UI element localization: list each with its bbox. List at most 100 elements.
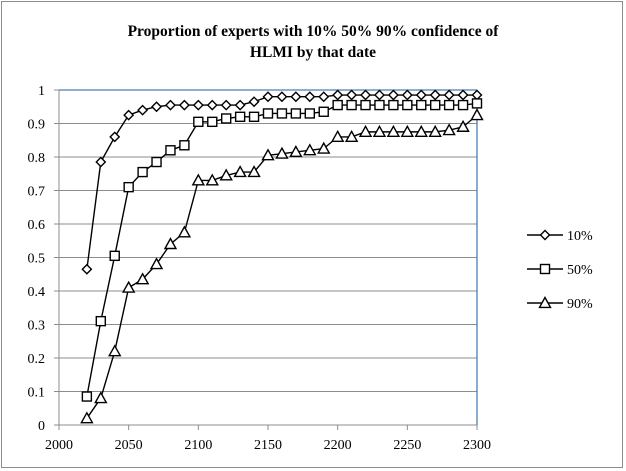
x-tick-label: 2250 [393,438,421,453]
series-triangle [80,108,484,424]
data-point-triangle [344,129,359,143]
gridlines [59,89,478,425]
data-point-triangle [456,119,470,132]
data-point-diamond [123,109,135,121]
data-point-square [471,98,483,109]
data-point-square [457,99,469,111]
data-point-square [123,181,134,193]
legend-label: 10% [567,229,593,244]
x-tick-label: 2300 [463,438,491,453]
data-point-square [388,99,399,111]
x-tick-label: 2150 [254,438,282,453]
data-point-square [193,116,204,128]
data-point-diamond [95,156,107,168]
y-tick-label: 0.6 [28,218,46,233]
series-line [86,114,478,419]
y-tick-label: 0.9 [28,118,46,133]
legend-marker-triangle [538,296,552,309]
data-point-triangle [470,108,484,121]
data-point-triangle [303,143,317,156]
data-point-triangle [219,168,233,181]
series-square [81,98,483,402]
legend-item: 10% [527,229,593,244]
data-point-triangle [414,124,428,137]
data-point-diamond [318,91,330,103]
data-point-square [109,250,120,262]
y-tick-label: 0 [38,419,45,434]
chart-title-line-1: Proportion of experts with 10% 50% 90% c… [128,23,500,40]
x-tick-label: 2000 [45,438,73,453]
y-tick-label: 0.8 [28,151,46,166]
data-point-diamond [443,89,455,101]
data-point-triangle [275,146,289,159]
data-point-square [207,116,218,128]
data-point-triangle [94,391,108,404]
x-tick-label: 2050 [115,438,143,453]
data-point-square [95,315,107,327]
data-point-square [262,108,274,119]
data-point-diamond [151,101,163,113]
data-point-triangle [261,148,275,161]
x-tick-label: 2100 [184,438,212,453]
data-point-square [374,99,385,111]
data-point-square [443,99,455,111]
data-point-diamond [178,99,190,111]
data-point-diamond [290,91,302,103]
data-point-triangle [191,173,206,186]
data-point-square [165,145,176,156]
data-point-diamond [387,89,399,101]
data-point-diamond [206,99,218,111]
legend-marker-diamond [539,229,551,241]
data-point-square [346,99,357,111]
data-point-square [290,108,302,119]
y-tick-label: 0.4 [28,285,46,300]
data-point-triangle [135,272,150,285]
data-point-square [318,106,329,117]
data-point-diamond [220,99,232,111]
data-point-square [430,99,441,111]
data-point-diamond [137,104,149,116]
data-point-square [151,156,162,168]
data-point-square [220,113,232,124]
y-tick-label: 0.1 [28,386,46,401]
data-point-square [81,391,93,402]
data-point-triangle [80,411,94,424]
data-point-diamond [304,91,316,103]
data-point-diamond [332,89,344,101]
data-point-square [360,99,371,111]
data-point-triangle [108,344,122,357]
data-point-diamond [248,96,260,108]
data-point-diamond [262,91,274,103]
data-point-triangle [330,129,345,143]
data-point-triangle [233,165,247,178]
data-point-diamond [401,89,413,101]
y-tick-label: 0.3 [28,319,46,334]
y-tick-label: 0.2 [28,352,46,367]
data-point-square [416,99,427,111]
legend-item: 90% [527,296,593,312]
legend: 10% 50% 90% [527,229,593,312]
y-tick-label: 0.7 [28,185,46,200]
data-point-diamond [457,89,469,101]
series-group [80,89,484,424]
data-point-diamond [164,99,176,111]
y-tick-label: 1 [38,84,45,99]
data-point-square [276,108,288,119]
axes: 0 0.1 0.2 0.3 0.4 0.5 0.6 0.7 0.8 0.9 1 2000 2050 210… [28,84,492,453]
series-line [86,94,477,270]
data-point-diamond [429,89,441,101]
data-point-square [248,111,260,123]
data-point-diamond [373,89,385,101]
data-point-diamond [81,263,93,275]
data-point-triangle [442,123,456,136]
data-point-triangle [358,124,373,137]
data-point-square [179,140,190,151]
data-point-diamond [234,99,246,111]
chart-title-line-2: HLMI by that date [250,44,376,61]
legend-label: 50% [567,263,593,278]
data-point-triangle [163,237,178,250]
data-point-diamond [415,89,427,101]
data-point-diamond [346,89,358,101]
